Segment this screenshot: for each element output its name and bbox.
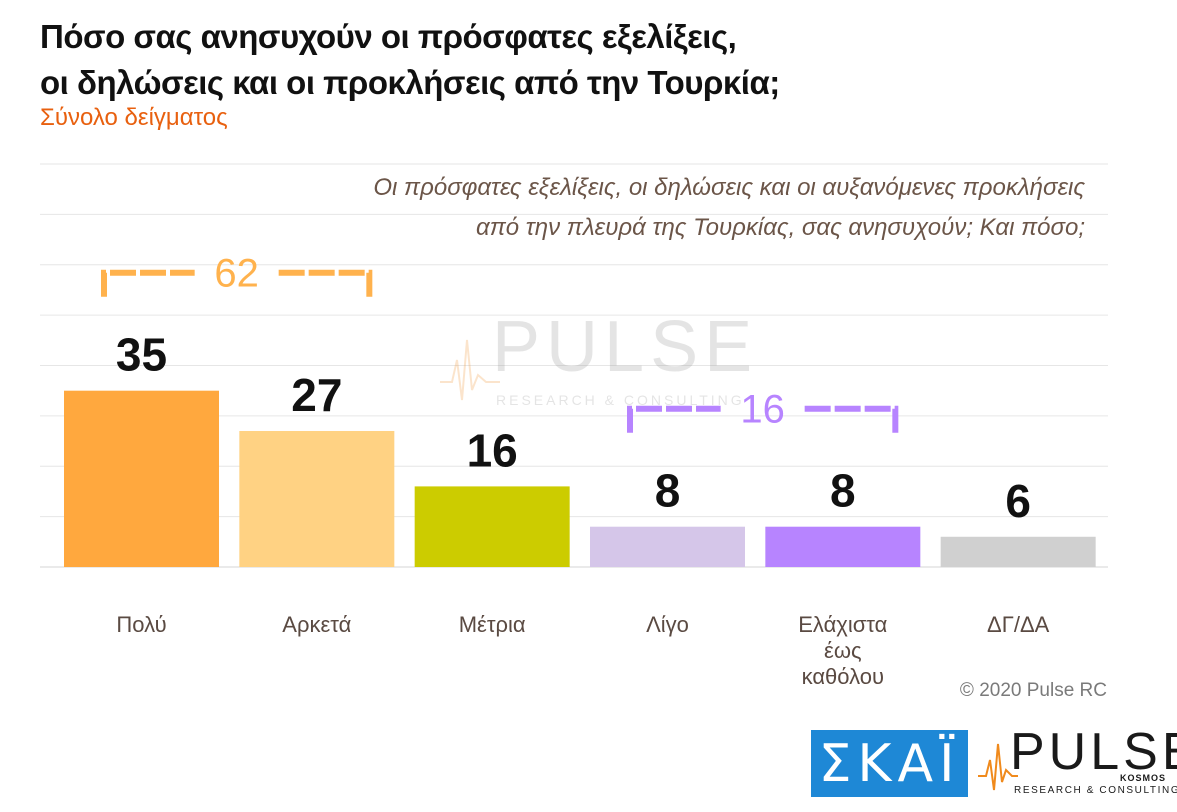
pulse-logo-tagline: RESEARCH & CONSULTING (1014, 785, 1177, 796)
category-label-3: Λίγο (646, 612, 689, 637)
category-label-0: Πολύ (116, 612, 166, 637)
bar-0 (64, 390, 219, 567)
copyright-text: © 2020 Pulse RC (959, 680, 1107, 701)
survey-question: Οι πρόσφατες εξελίξεις, οι δηλώσεις και … (185, 168, 1085, 248)
data-label-3: 8 (655, 465, 681, 517)
group-bracket-right-1 (804, 405, 899, 433)
data-label-5: 6 (1005, 475, 1031, 527)
title-line-2: οι δηλώσεις και οι προκλήσεις από την Το… (40, 64, 780, 101)
bar-5 (940, 536, 1096, 567)
group-total-label-1: 16 (740, 388, 785, 432)
question-line-1: Οι πρόσφατες εξελίξεις, οι δηλώσεις και … (373, 174, 1085, 201)
bar-3 (590, 526, 745, 567)
group-bracket-left-0 (101, 269, 195, 297)
category-label-5: ΔΓ/ΔΑ (987, 612, 1050, 637)
pulse-logo-word: PULSE (1010, 723, 1177, 781)
bar-4 (765, 526, 921, 567)
category-label-4: καθόλου (802, 664, 884, 689)
pulse-logo-kosmos: KOSMOS (1120, 773, 1167, 783)
category-label-4: έως (824, 638, 862, 663)
data-label-2: 16 (467, 424, 518, 476)
skai-logo: ΣΚΑΪ (811, 730, 968, 797)
data-label-4: 8 (830, 465, 856, 517)
pulse-wave-icon (978, 743, 1018, 791)
category-label-1: Αρκετά (282, 612, 351, 637)
bar-1 (239, 430, 395, 567)
chart-title: Πόσο σας ανησυχούν οι πρόσφατες εξελίξει… (40, 14, 1040, 106)
pulse-logo: PULSE KOSMOS RESEARCH & CONSULTING (978, 723, 1177, 800)
group-total-label-0: 62 (214, 252, 259, 296)
chart-subtitle: Σύνολο δείγματος (40, 104, 228, 131)
bar-2 (414, 486, 570, 567)
category-label-2: Μέτρια (459, 612, 526, 637)
group-bracket-right-0 (278, 269, 373, 297)
data-label-0: 35 (116, 329, 167, 381)
data-label-1: 27 (291, 369, 342, 421)
question-line-2: από την πλευρά της Τουρκίας, σας ανησυχο… (476, 214, 1085, 241)
category-label-4: Ελάχιστα (798, 612, 887, 637)
title-line-1: Πόσο σας ανησυχούν οι πρόσφατες εξελίξει… (40, 18, 737, 55)
group-bracket-left-1 (627, 405, 721, 433)
